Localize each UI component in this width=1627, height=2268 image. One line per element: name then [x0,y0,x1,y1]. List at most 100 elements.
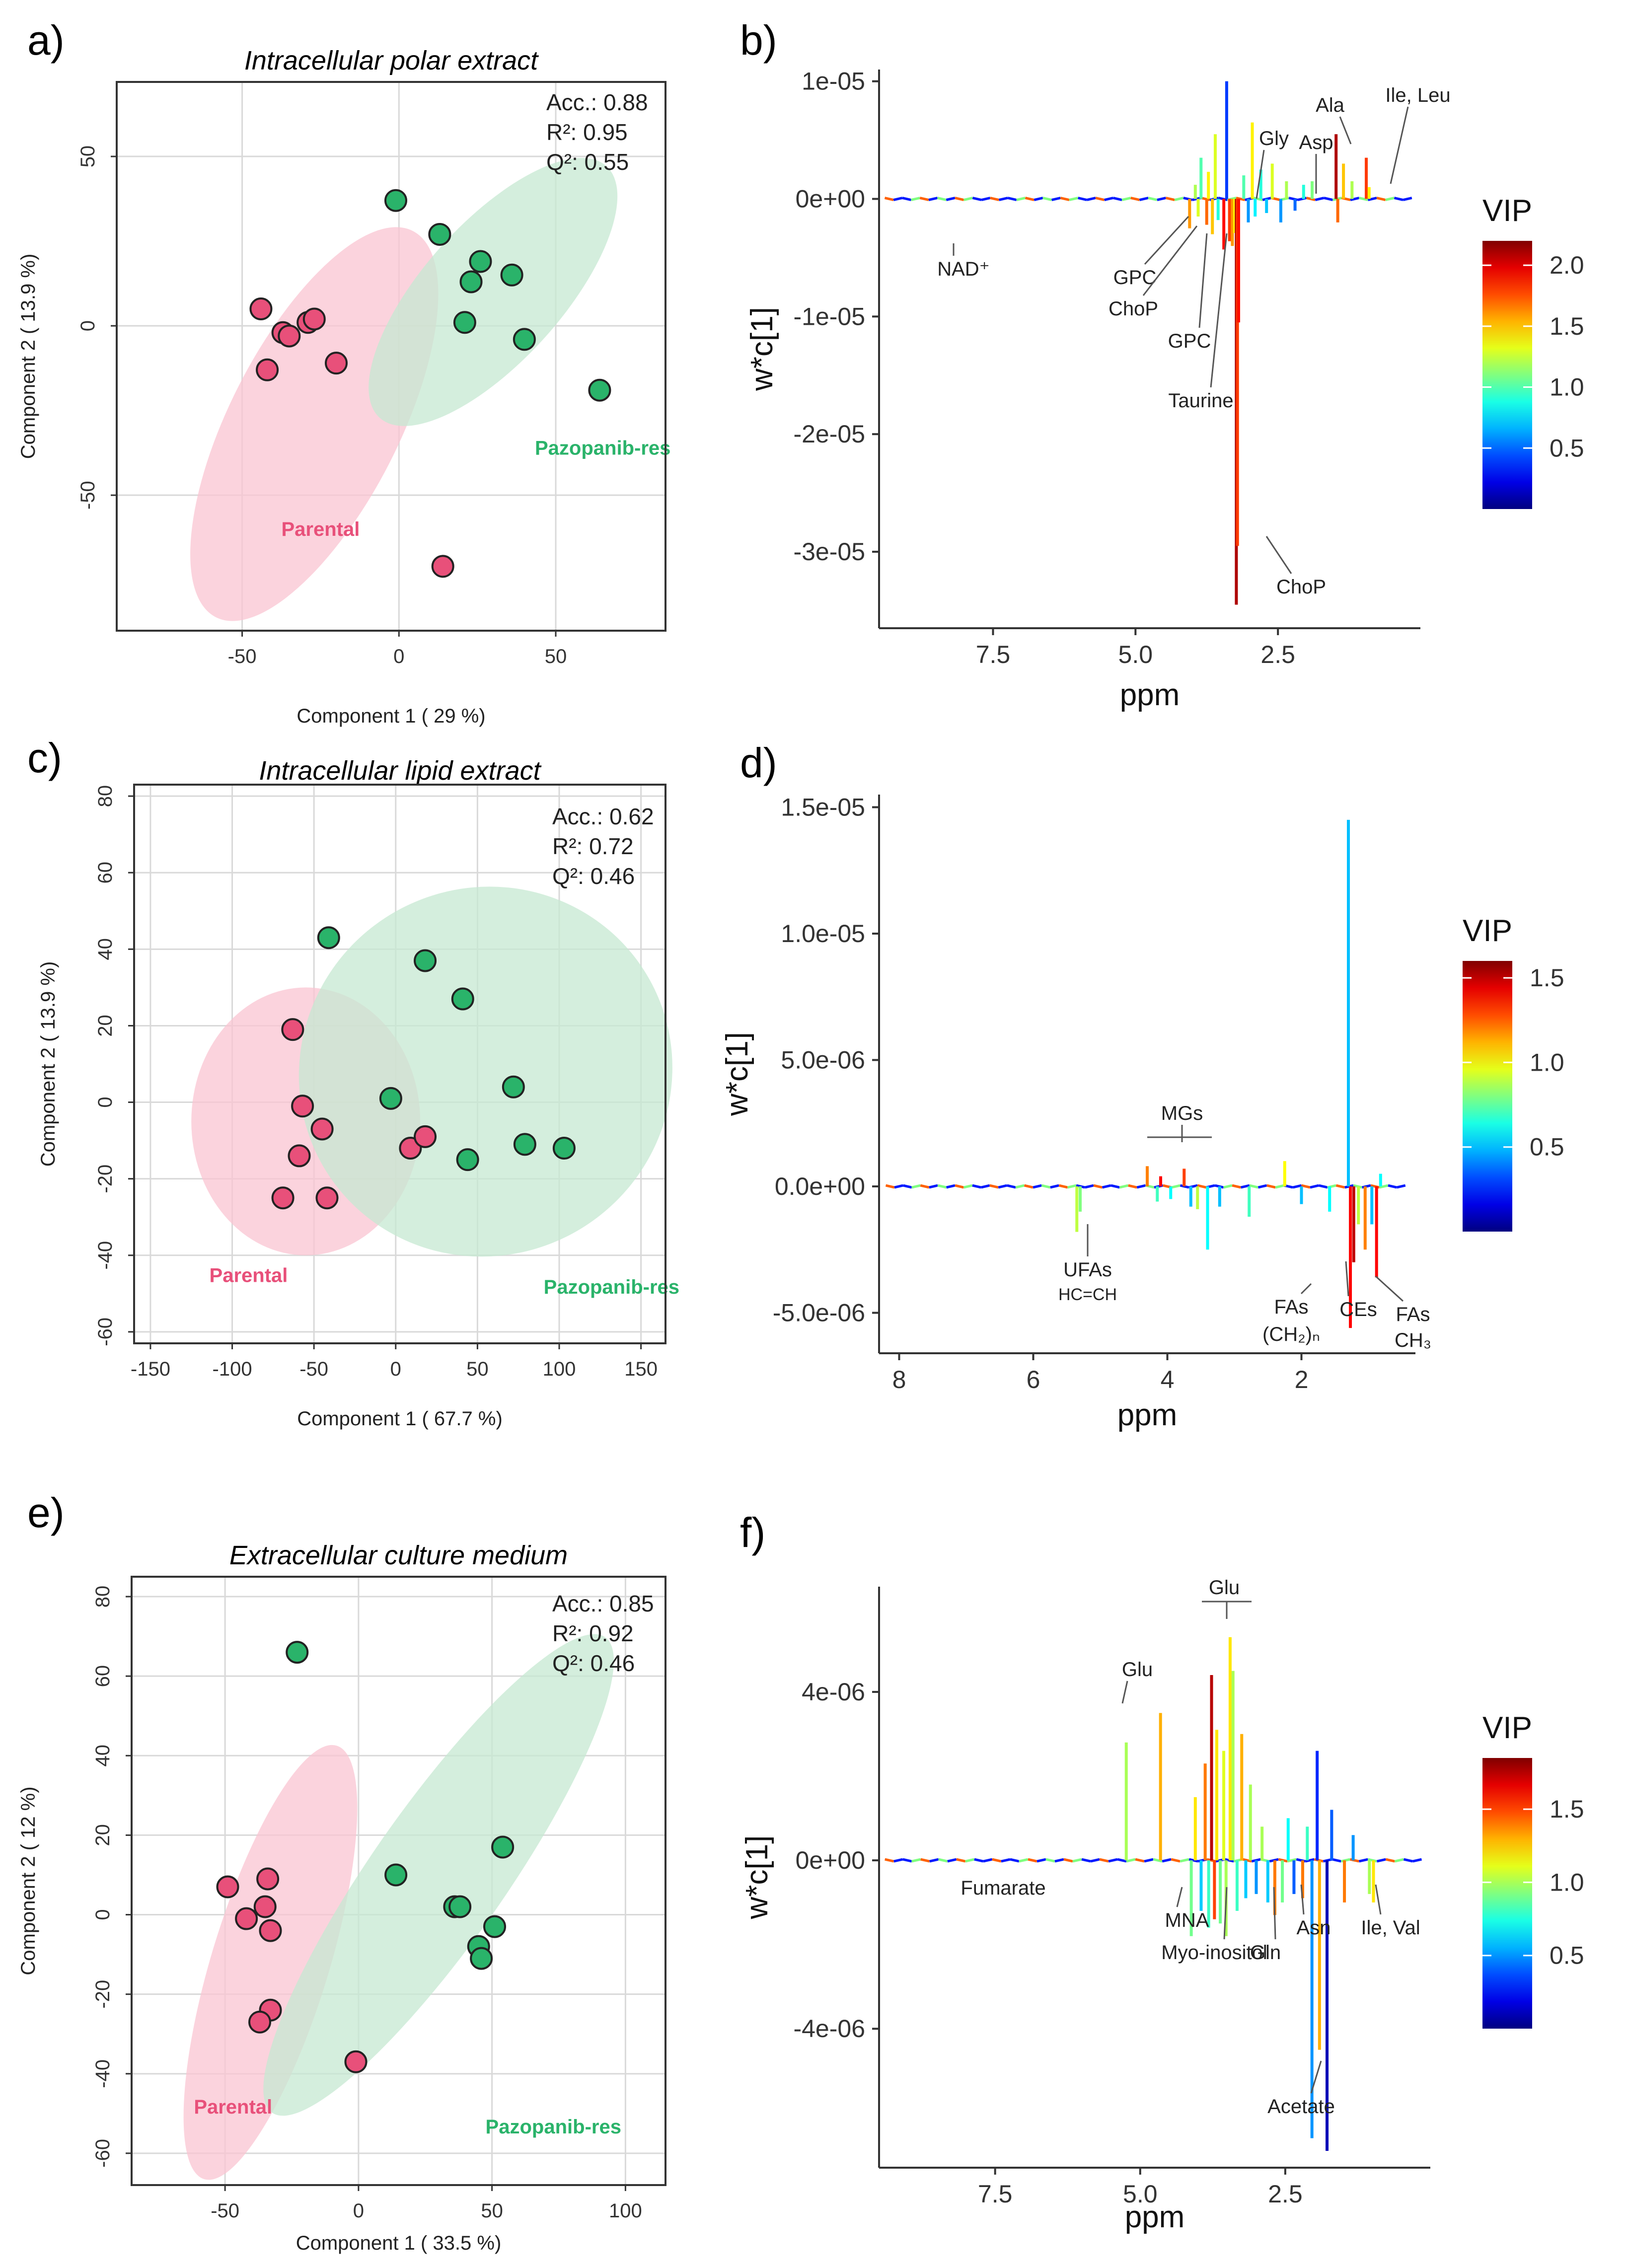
vip-colorbar [1482,241,1532,509]
baseline-segment [946,1184,956,1189]
annotation-leader [1142,225,1198,296]
y-tick-label: 1.0e-05 [781,920,865,948]
x-tick-label: 7.5 [976,641,1011,668]
baseline-segment [928,197,938,201]
x-tick-label: 0 [393,646,404,667]
x-tick-label: 6 [1027,1366,1040,1393]
baseline-segment [1310,1184,1319,1189]
panel-letter: f) [740,1509,765,1556]
baseline-segment [1174,197,1184,201]
peak-annotation: Fumarate [961,1877,1045,1899]
y-tick-label: 0 [77,320,99,331]
plot-title: Intracellular lipid extract [259,756,541,786]
baseline-segment [1394,1858,1404,1863]
baseline-segment [1041,1184,1051,1189]
y-tick-label: 40 [94,938,116,960]
baseline-segment [1318,1184,1328,1189]
baseline-segment [894,1184,903,1189]
x-tick-label: 100 [609,2200,642,2222]
parental-point [253,1895,277,1918]
score-plot-a: a) Intracellular polar extract -50 0 50 -50 0 5… [17,17,670,727]
model-stat: Q²: 0.46 [552,1650,635,1676]
y-tick-label: -5.0e-06 [773,1299,865,1327]
baseline-segment [1394,197,1404,201]
y-axis-label: Component 2 ( 13.9 %) [37,961,59,1167]
pazopanib-point [513,328,536,351]
plot-frame [116,81,666,632]
vip-loading-plot-b: b) 7.5 5.0 2.5 1e-05 0e+00 -1e-05 -2e-05 -3e-05 w… [740,17,1584,712]
y-axis-label: Component 2 ( 12 %) [17,1786,39,1975]
baseline-segment [1090,1858,1100,1863]
x-tick-label: 5.0 [1118,641,1153,668]
baseline-segment [1078,197,1087,201]
annotation-leader [1300,1884,1305,1915]
baseline-segment [919,197,929,201]
colorbar-tick-label: 0.5 [1550,434,1584,462]
y-tick-label: -60 [94,1317,116,1346]
model-stat: Acc.: 0.88 [546,89,648,115]
parental-point [414,1125,437,1148]
baseline-segment [1121,197,1131,201]
baseline-segment [1001,1858,1011,1863]
y-tick-label: 0e+00 [796,1846,865,1874]
baseline-segment [1367,197,1377,201]
parental-point [235,1907,258,1930]
annotation-leader [1265,536,1292,574]
peak-annotation: Asp [1299,132,1333,153]
x-tick-label: 0 [353,2200,364,2222]
baseline-segment [1162,1858,1172,1863]
baseline-segment [955,1184,964,1189]
baseline-segment [965,1858,975,1863]
vip-colorbar [1463,961,1512,1232]
baseline-segment [1095,197,1105,201]
model-stat: Acc.: 0.85 [552,1591,654,1616]
baseline-segment [974,1858,984,1863]
baseline-segment [955,197,964,201]
pazopanib-point [470,1947,493,1970]
plot-title: Intracellular polar extract [244,46,539,75]
parental-point [288,1144,311,1168]
peak-annotation: Ile, Val [1361,1917,1420,1939]
baseline-segment [1376,1858,1386,1863]
y-tick-label: -1e-05 [793,302,865,330]
annotation-leader [1223,1887,1228,1940]
colorbar-title: VIP [1482,1711,1532,1745]
parental-label: Parental [281,518,360,540]
parental-point [302,307,326,331]
colorbar-tick-label: 1.5 [1550,312,1584,340]
baseline-segment [1015,1184,1025,1189]
vip-loading-plot-f: f) 7.5 5.0 2.5 4e-06 0e+00 -4e-06 w*c[1] ppm VIP 1… [740,1509,1584,2234]
baseline-segment [1093,1184,1103,1189]
baseline-segment [938,1858,948,1863]
baseline-segment [1287,1858,1297,1863]
x-tick-label: 100 [543,1358,576,1380]
baseline-segment [911,1858,921,1863]
colorbar-tick-label: 1.0 [1530,1048,1564,1076]
model-stat: Q²: 0.55 [546,149,629,175]
y-axis-label: w*c[1] [720,1032,754,1116]
y-tick-label: 40 [92,1745,114,1767]
baseline-segment [929,1858,939,1863]
annotation-leader [1273,1887,1276,1940]
baseline-segment [1117,1858,1127,1863]
x-tick-label: 4 [1161,1366,1175,1393]
baseline-segment [1385,197,1395,201]
y-tick-label: 0 [92,1909,114,1920]
baseline-segment [1110,1184,1120,1189]
pazopanib-point [384,1863,408,1887]
baseline-segment [1335,1184,1345,1189]
pazopanib-point [428,222,451,246]
baseline-segment [1099,1858,1109,1863]
panel-letter: b) [740,17,777,64]
x-tick-label: -50 [299,1358,328,1380]
annotation-leader [1210,233,1228,388]
peak-annotation: Taurine [1168,390,1233,412]
y-tick-label: 1e-05 [802,68,865,95]
annotation-leader [1310,2060,1322,2094]
baseline-segment [963,1184,973,1189]
colorbar-tick-label: 1.5 [1530,964,1564,992]
baseline-segment [998,197,1008,201]
baseline-segment [1412,1858,1422,1863]
baseline-segment [1148,197,1158,201]
x-tick-label: 2 [1295,1366,1309,1393]
